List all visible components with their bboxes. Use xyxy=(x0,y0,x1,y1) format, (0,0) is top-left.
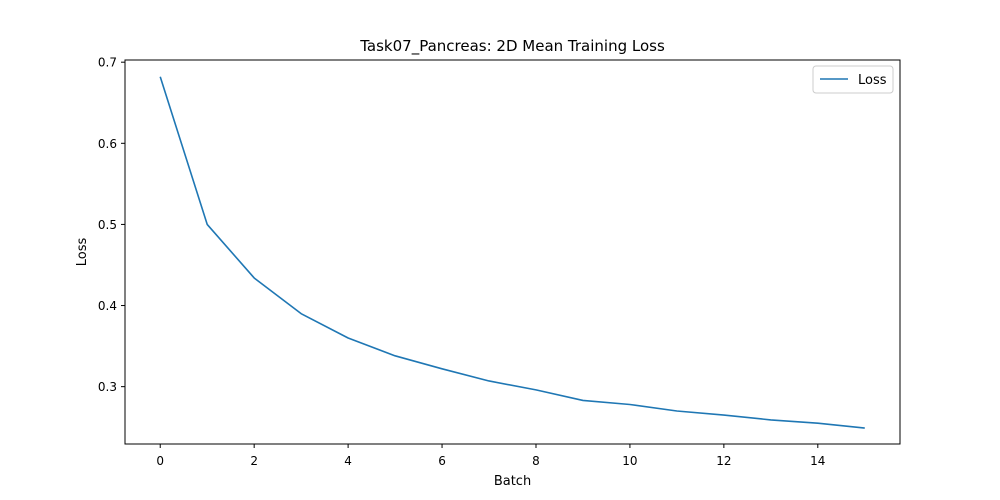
chart-title: Task07_Pancreas: 2D Mean Training Loss xyxy=(359,37,665,56)
legend: Loss xyxy=(812,65,894,94)
y-tick-label: 0.6 xyxy=(98,137,117,151)
y-axis-ticks: 0.3 0.4 0.5 0.6 0.7 xyxy=(98,56,125,394)
y-tick-label: 0.7 xyxy=(98,56,117,70)
y-axis-label: Loss xyxy=(75,238,90,267)
y-tick-label: 0.4 xyxy=(98,299,117,313)
x-tick-label: 14 xyxy=(810,454,825,468)
series-layer xyxy=(159,76,865,429)
y-tick-label: 0.5 xyxy=(98,218,117,232)
x-tick-label: 0 xyxy=(156,454,164,468)
x-tick-label: 2 xyxy=(250,454,258,468)
x-axis-ticks: 0 2 4 6 8 10 12 14 xyxy=(156,444,825,468)
x-tick-label: 6 xyxy=(438,454,446,468)
series-line-loss xyxy=(159,76,865,429)
y-tick-label: 0.3 xyxy=(98,380,117,394)
plot-frame xyxy=(124,59,901,445)
plot-area xyxy=(124,59,901,445)
x-tick-label: 4 xyxy=(344,454,352,468)
x-axis-label: Batch xyxy=(494,474,531,489)
legend-box xyxy=(812,65,894,94)
x-tick-label: 10 xyxy=(622,454,637,468)
plot-background xyxy=(125,60,900,444)
legend-label-loss: Loss xyxy=(858,73,887,88)
x-tick-label: 8 xyxy=(532,454,540,468)
x-tick-label: 12 xyxy=(716,454,731,468)
